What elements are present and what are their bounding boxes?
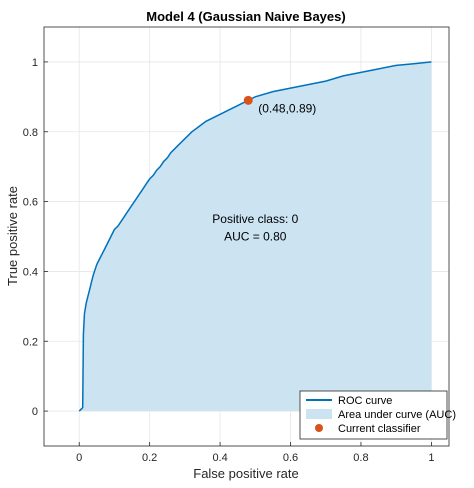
y-tick-label: 1 — [32, 57, 38, 69]
legend-point-swatch — [315, 424, 323, 432]
auc-area — [79, 61, 432, 412]
current-classifier-label: (0.48,0.89) — [258, 101, 316, 115]
x-tick-label: 0.6 — [283, 452, 298, 464]
y-axis-ticks: 0 0.2 0.4 0.6 0.8 1 — [23, 57, 48, 418]
current-classifier-point — [243, 95, 253, 105]
legend-point-label: Current classifier — [338, 423, 421, 435]
y-tick-label: 0.2 — [23, 336, 38, 348]
auc-annotation: AUC = 0.80 — [224, 230, 287, 244]
legend: ROC curve Area under curve (AUC) Current… — [299, 390, 456, 440]
x-tick-label: 0 — [76, 452, 82, 464]
legend-area-label: Area under curve (AUC) — [338, 409, 456, 421]
x-tick-label: 0.8 — [353, 452, 368, 464]
legend-roc-label: ROC curve — [338, 395, 392, 407]
y-tick-label: 0 — [32, 406, 38, 418]
x-tick-label: 0.2 — [142, 452, 157, 464]
legend-area-swatch — [306, 409, 332, 419]
roc-curve-line — [78, 61, 432, 412]
x-axis-label: False positive rate — [193, 466, 299, 481]
x-tick-label: 0.4 — [212, 452, 227, 464]
x-axis-ticks: 0 0.2 0.4 0.6 0.8 1 — [76, 442, 434, 464]
positive-class-annotation: Positive class: 0 — [212, 212, 298, 226]
y-tick-label: 0.8 — [23, 127, 38, 139]
plot-frame — [43, 26, 450, 447]
y-tick-label: 0.4 — [23, 266, 38, 278]
y-axis-label: True positive rate — [5, 186, 20, 286]
x-tick-label: 1 — [428, 452, 434, 464]
y-tick-label: 0.6 — [23, 197, 38, 209]
chart-title: Model 4 (Gaussian Naive Bayes) — [146, 9, 345, 24]
